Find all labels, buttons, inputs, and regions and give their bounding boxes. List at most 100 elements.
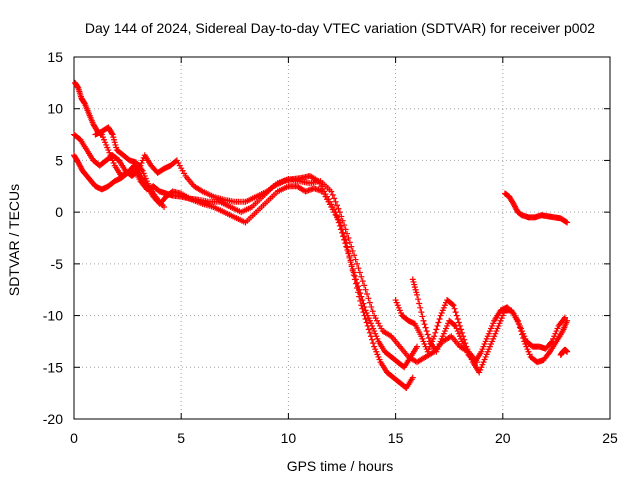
data-point (364, 291, 371, 298)
data-point (369, 336, 376, 343)
data-point (420, 317, 427, 324)
x-tick-labels: 0 5 10 15 20 25 (70, 430, 618, 446)
data-point (459, 329, 466, 336)
data-point (449, 301, 456, 308)
data-point (564, 219, 571, 226)
data-point (362, 316, 369, 323)
data-point (354, 279, 361, 286)
series-track-e (392, 297, 571, 376)
data-point (345, 248, 352, 255)
data-point (366, 299, 373, 306)
x-tick-label: 0 (70, 430, 78, 446)
data-point (361, 303, 368, 310)
series-track-d (92, 124, 168, 210)
data-point (563, 218, 570, 225)
data-point (345, 235, 352, 241)
data-point (436, 316, 443, 323)
data-point (346, 239, 353, 246)
data-point (369, 308, 376, 315)
data-point (328, 188, 335, 195)
data-point (365, 326, 372, 333)
data-point (368, 303, 375, 310)
data-point (545, 350, 552, 357)
data-points (71, 79, 571, 391)
data-point (342, 226, 349, 233)
data-point (342, 236, 349, 243)
data-point (134, 168, 141, 175)
y-tick-label: -15 (43, 359, 63, 375)
data-point (421, 321, 428, 328)
data-point (341, 222, 348, 229)
y-axis-label: SDTVAR / TECUs (6, 184, 22, 296)
data-point (457, 326, 464, 333)
grid-lines (74, 57, 610, 419)
series-track-h (557, 346, 571, 358)
data-point (356, 286, 363, 293)
data-point (336, 209, 343, 216)
series-track-b (71, 152, 421, 371)
data-point (337, 222, 344, 229)
y-tick-label: -10 (43, 308, 63, 324)
data-point (354, 260, 361, 267)
data-point (414, 343, 421, 350)
data-point (423, 328, 430, 335)
data-point (350, 269, 357, 276)
data-point (409, 374, 416, 381)
series-track-g (501, 190, 571, 226)
chart-title: Day 144 of 2024, Sidereal Day-to-day VTE… (85, 20, 595, 36)
data-point (432, 329, 439, 336)
series-track-f (409, 276, 568, 366)
data-point (351, 272, 358, 279)
data-point (138, 166, 145, 173)
data-point (548, 339, 555, 346)
data-point (359, 297, 366, 304)
data-point (343, 240, 350, 247)
data-point (451, 305, 458, 312)
data-point (366, 329, 373, 336)
data-point (108, 130, 115, 137)
data-point (352, 256, 359, 263)
x-tick-label: 25 (602, 430, 618, 446)
x-tick-label: 15 (388, 430, 404, 446)
data-point (417, 304, 424, 311)
axis-ticks (73, 56, 611, 420)
y-tick-label: -20 (43, 411, 63, 427)
y-tick-label: -5 (51, 256, 64, 272)
data-point (161, 203, 168, 210)
data-point (349, 266, 356, 273)
data-point (339, 217, 346, 224)
data-point (419, 313, 426, 320)
data-point (329, 191, 336, 198)
y-tick-labels: -20 -15 -10 -5 0 5 10 15 (43, 49, 63, 427)
data-point (452, 309, 459, 316)
data-point (561, 314, 568, 321)
data-point (358, 273, 365, 280)
data-point (454, 316, 461, 323)
data-point (450, 302, 457, 309)
data-point (370, 340, 377, 347)
series-track-c (71, 131, 481, 366)
data-point (348, 243, 355, 250)
data-point (355, 265, 362, 272)
data-point (560, 316, 567, 323)
y-tick-label: 0 (55, 204, 63, 220)
x-tick-label: 5 (177, 430, 185, 446)
data-point (344, 244, 351, 251)
data-point (435, 319, 442, 326)
data-point (357, 290, 364, 297)
x-tick-label: 10 (281, 430, 297, 446)
data-point (362, 286, 369, 293)
data-point (352, 276, 359, 283)
x-tick-label: 20 (495, 430, 511, 446)
x-axis-label: GPS time / hours (287, 458, 394, 474)
data-point (344, 230, 351, 237)
data-point (363, 319, 370, 326)
data-point (453, 312, 460, 319)
data-point (335, 205, 342, 212)
data-point (418, 309, 425, 316)
data-point (509, 309, 516, 316)
series-track-a (72, 79, 416, 391)
data-point (367, 333, 374, 340)
data-point (359, 278, 366, 285)
